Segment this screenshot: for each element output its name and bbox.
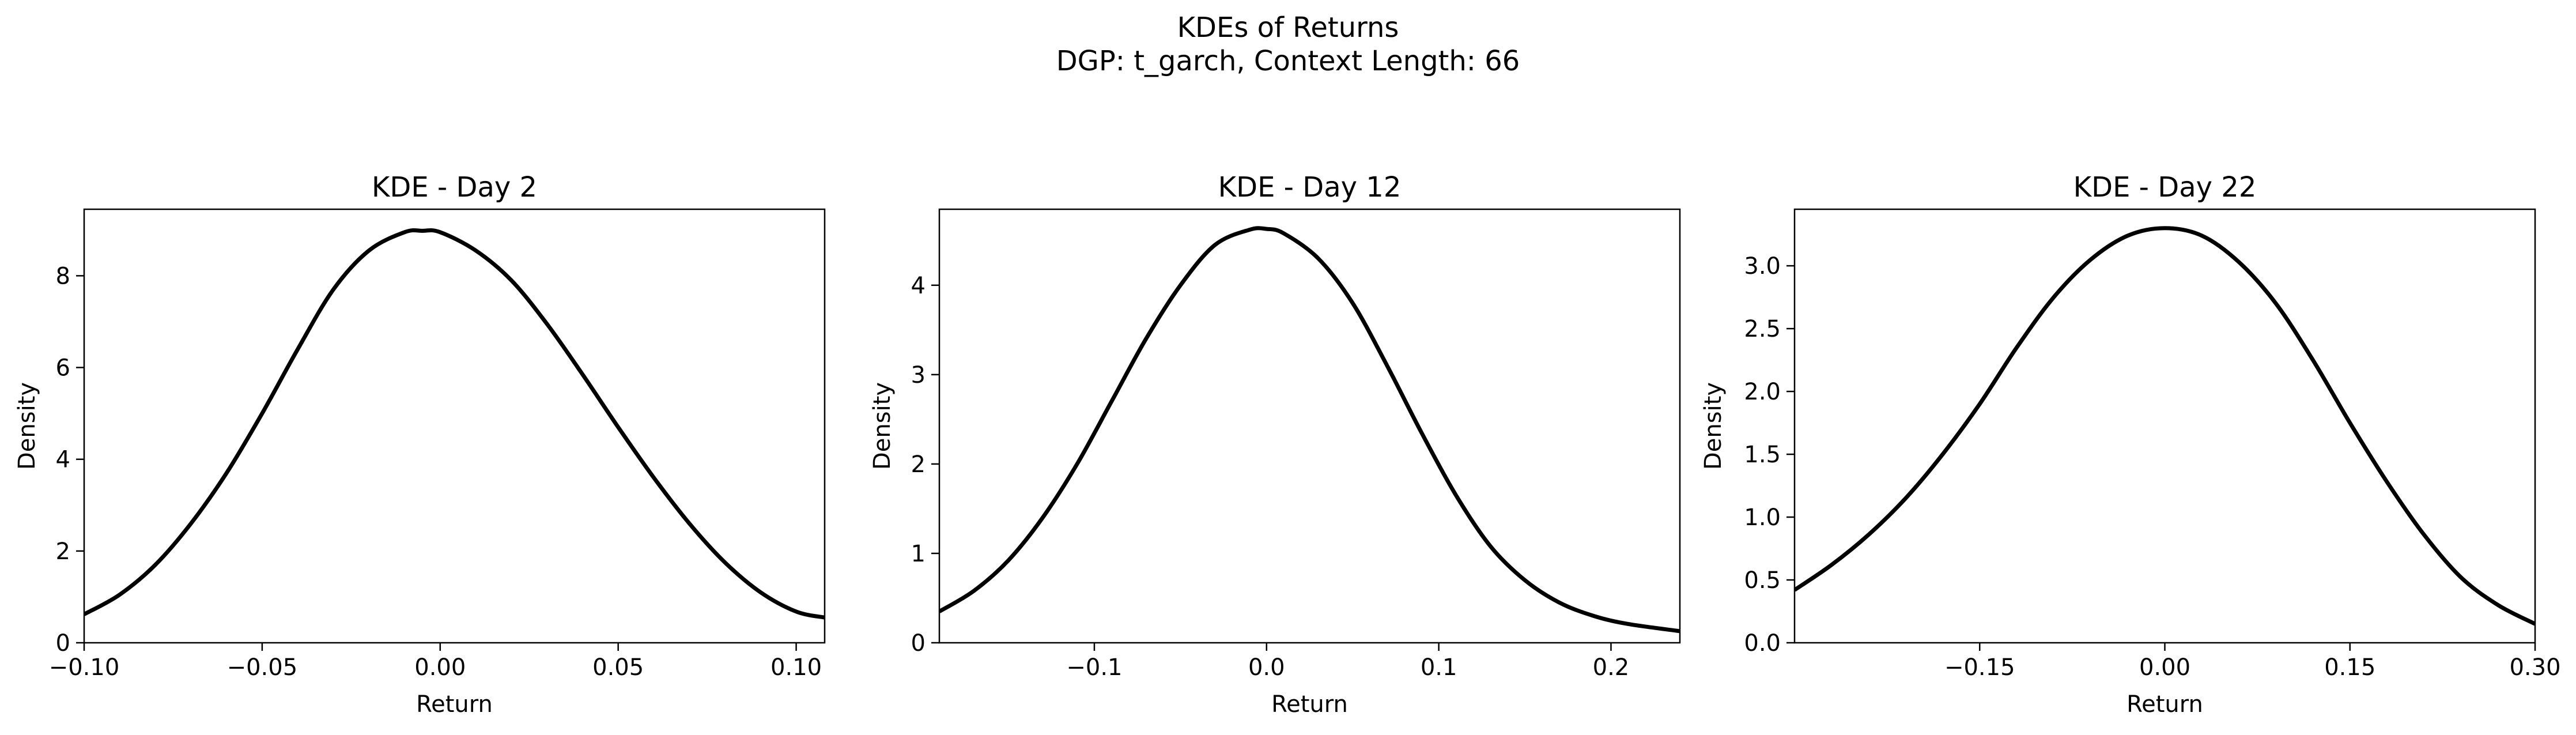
x-tick-label: 0.0: [1248, 654, 1285, 681]
y-tick-label: 1: [911, 541, 926, 567]
kde-curve: [1795, 226, 2535, 626]
y-tick-label: 6: [56, 355, 70, 382]
figure-subtitle: DGP: t_garch, Context Length: 66: [1056, 45, 1520, 77]
y-tick-label: 3.0: [1744, 253, 1781, 280]
x-axis-label: Return: [2126, 691, 2203, 718]
kde-panel-day-12: KDE - Day 12 −0.1 0.0 0.1 0.2 0 1 2 3 4 Return Dens…: [869, 171, 1681, 718]
kde-panel-day-2: KDE - Day 2 −0.10 −0.05 0.00 0.05 0.10 0 2 4 6 8 Re…: [14, 171, 826, 718]
x-axis-label: Return: [416, 691, 493, 718]
y-tick-label: 4: [911, 273, 926, 299]
y-tick-label: 2.0: [1744, 379, 1781, 405]
figure-title: KDEs of Returns: [1177, 12, 1399, 44]
x-tick-label: −0.1: [1066, 654, 1122, 681]
y-tick-label: 0: [911, 630, 926, 657]
axes-frame: [938, 208, 1681, 644]
x-tick-label: −0.15: [1944, 654, 2015, 681]
y-tick-label: 8: [56, 263, 70, 289]
y-tick-label: 2.5: [1744, 316, 1781, 342]
kde-curve: [939, 226, 1680, 634]
x-tick-label: −0.05: [227, 654, 298, 681]
y-axis-label: Density: [869, 382, 896, 470]
y-tick-label: 0.5: [1744, 567, 1781, 594]
x-tick-label: 0.15: [2324, 654, 2375, 681]
x-tick-label: 0.05: [592, 654, 644, 681]
x-tick-label: 0.1: [1421, 654, 1457, 681]
kde-panel-day-22: KDE - Day 22 −0.15 0.00 0.15 0.30 0.0 0.5 1.0 1.…: [1700, 171, 2561, 718]
y-tick-label: 1.5: [1744, 442, 1781, 468]
kde-curve: [84, 228, 825, 620]
axes-frame: [83, 208, 826, 644]
axes-frame: [1793, 208, 2536, 644]
y-tick-label: 4: [56, 447, 70, 473]
y-tick-label: 3: [911, 362, 926, 389]
y-tick-label: 2: [911, 451, 926, 478]
panel-title: KDE - Day 12: [1218, 171, 1402, 203]
panel-title: KDE - Day 22: [2073, 171, 2257, 203]
y-tick-label: 2: [56, 538, 70, 565]
x-axis-label: Return: [1271, 691, 1348, 718]
x-tick-label: 0.00: [2139, 654, 2190, 681]
y-tick-label: 1.0: [1744, 504, 1781, 531]
x-tick-label: 0.00: [414, 654, 466, 681]
panel-title: KDE - Day 2: [372, 171, 537, 203]
x-tick-label: 0.2: [1593, 654, 1630, 681]
x-tick-label: −0.10: [49, 654, 120, 681]
y-axis-label: Density: [14, 382, 40, 470]
y-tick-label: 0.0: [1744, 630, 1781, 657]
x-tick-label: 0.10: [770, 654, 822, 681]
y-axis-label: Density: [1700, 382, 1727, 470]
x-tick-label: 0.30: [2509, 654, 2560, 681]
y-tick-label: 0: [56, 630, 70, 657]
